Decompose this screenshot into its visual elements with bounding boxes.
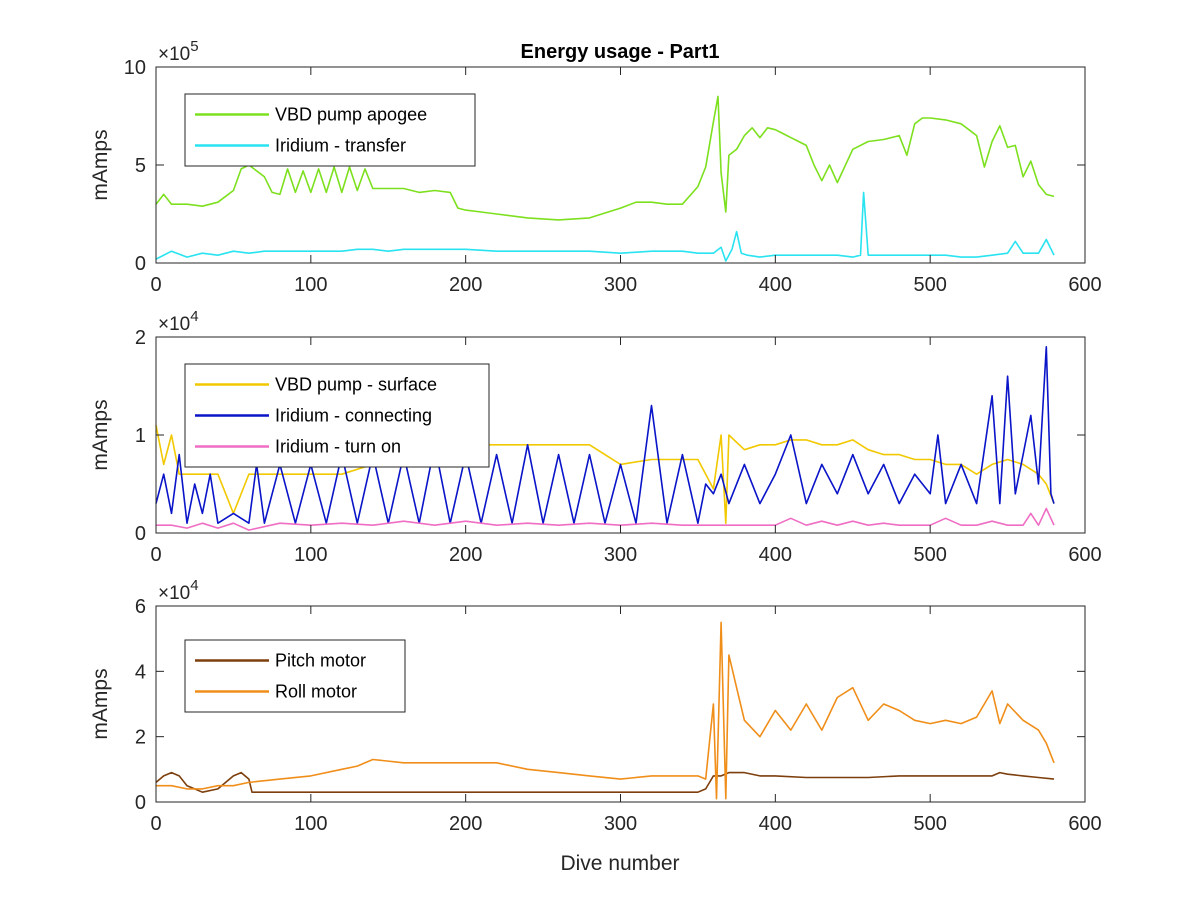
- x-tick-label: 100: [294, 274, 327, 296]
- x-tick-label: 400: [759, 274, 792, 296]
- y-tick-label: 10: [124, 57, 146, 79]
- x-tick-label: 600: [1068, 274, 1101, 296]
- series-line-iridium-turn-on: [156, 507, 1055, 531]
- panel-3: 0 100 200 300 400 500 600 0 2 4 6 ×104 mAmps Pitch mo…: [89, 577, 1102, 835]
- legend: VBD pump apogee Iridium - transfer: [184, 93, 476, 167]
- x-tick-label: 100: [294, 544, 327, 566]
- series-line-roll-motor: [156, 621, 1055, 800]
- legend-box: [184, 363, 490, 468]
- legend-entry-label: Roll motor: [275, 682, 357, 702]
- x-axis-label: Dive number: [560, 852, 679, 875]
- legend-entry-label: VBD pump - surface: [275, 375, 437, 395]
- series-line-pitch-motor: [155, 771, 1055, 794]
- legend-entry-label: Iridium - connecting: [275, 406, 432, 426]
- y-exponent-label: ×104: [158, 308, 199, 335]
- x-tick-label: 600: [1068, 813, 1101, 835]
- y-tick-label: 2: [135, 727, 146, 749]
- y-exponent-label: ×104: [158, 577, 199, 604]
- legend-entry-label: Pitch motor: [275, 651, 366, 671]
- series-line-iridium-transfer: [155, 191, 1055, 262]
- legend: Pitch motor Roll motor: [184, 639, 406, 713]
- x-tick-label: 200: [449, 813, 482, 835]
- legend: VBD pump - surface Iridium - connecting Ir…: [184, 363, 490, 468]
- x-tick-label: 0: [150, 274, 161, 296]
- x-tick-label: 300: [604, 813, 637, 835]
- y-tick-label: 6: [135, 596, 146, 618]
- series-group: [155, 345, 1055, 531]
- x-tick-label: 500: [913, 813, 946, 835]
- legend-entry-label: Iridium - transfer: [275, 136, 406, 156]
- x-tick-label: 400: [759, 813, 792, 835]
- chart-title: Energy usage - Part1: [521, 41, 720, 63]
- x-tick-label: 0: [150, 813, 161, 835]
- x-tick-label: 500: [913, 544, 946, 566]
- x-tick-label: 600: [1068, 544, 1101, 566]
- y-tick-label: 0: [135, 792, 146, 814]
- panel-1: 0 100 200 300 400 500 600 0 5 10 ×105 mAmps VBD pump…: [89, 38, 1102, 296]
- x-tick-label: 100: [294, 813, 327, 835]
- y-exponent-label: ×105: [158, 38, 199, 65]
- x-tick-label: 300: [604, 274, 637, 296]
- y-axis-label: mAmps: [89, 129, 112, 200]
- y-tick-label: 2: [135, 327, 146, 349]
- x-tick-label: 200: [449, 544, 482, 566]
- y-axis-label: mAmps: [89, 399, 112, 470]
- legend-entry-label: Iridium - turn on: [275, 437, 401, 457]
- x-tick-label: 500: [913, 274, 946, 296]
- series-group: [155, 621, 1055, 800]
- series-line-iridium-connecting: [155, 345, 1055, 525]
- x-tick-label: 300: [604, 544, 637, 566]
- x-tick-label: 400: [759, 544, 792, 566]
- y-tick-label: 0: [135, 253, 146, 275]
- series-line-vbd-pump-apogee: [155, 95, 1055, 221]
- legend-box: [184, 639, 406, 713]
- series-group: [155, 95, 1055, 262]
- x-tick-label: 0: [150, 544, 161, 566]
- y-axis-label: mAmps: [89, 668, 112, 739]
- y-tick-label: 4: [135, 661, 146, 683]
- x-tick-label: 200: [449, 274, 482, 296]
- y-tick-label: 1: [135, 425, 146, 447]
- y-tick-label: 5: [135, 155, 146, 177]
- legend-box: [184, 93, 476, 167]
- legend-entry-label: VBD pump apogee: [275, 105, 427, 125]
- y-tick-label: 0: [135, 523, 146, 545]
- panel-2: 0 100 200 300 400 500 600 0 1 2 ×104 mAmps VBD pump …: [89, 308, 1102, 566]
